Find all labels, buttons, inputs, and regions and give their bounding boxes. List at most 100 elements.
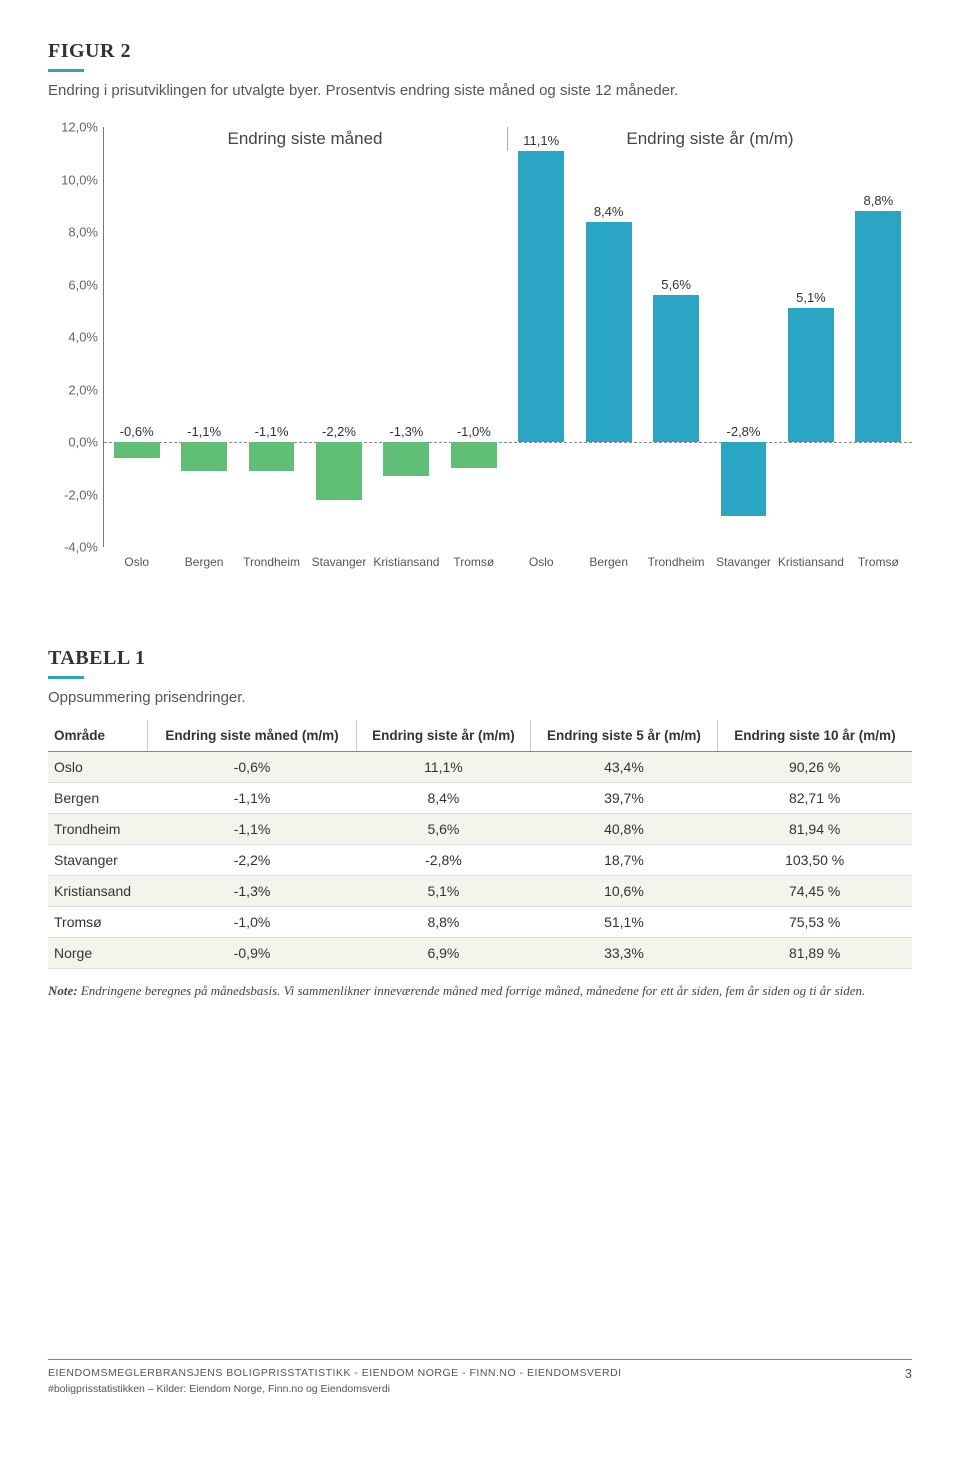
bar-chart: Endring siste månedEndring siste år (m/m… <box>48 127 912 587</box>
chart-x-label: Kristiansand <box>777 551 844 587</box>
table-column-header: Endring siste 5 år (m/m) <box>531 720 718 752</box>
table-title: TABELL 1 <box>48 647 912 670</box>
table-cell: -2,2% <box>148 845 357 876</box>
table-cell: Bergen <box>48 783 148 814</box>
table-cell: -0,6% <box>148 752 357 783</box>
chart-bar <box>383 442 429 476</box>
table-cell: Kristiansand <box>48 876 148 907</box>
chart-y-tick: 12,0% <box>48 120 98 135</box>
chart-bar <box>721 442 767 516</box>
chart-x-label: Bergen <box>170 551 237 587</box>
chart-x-label: Stavanger <box>710 551 777 587</box>
chart-x-label: Tromsø <box>440 551 507 587</box>
chart-bar-value-label: -2,8% <box>727 424 761 439</box>
chart-x-label: Oslo <box>103 551 170 587</box>
table-cell: -1,3% <box>148 876 357 907</box>
table-cell: 33,3% <box>531 938 718 969</box>
chart-y-tick: 4,0% <box>48 330 98 345</box>
table-cell: 51,1% <box>531 907 718 938</box>
table-title-underline <box>48 676 84 679</box>
chart-bar-value-label: 11,1% <box>523 133 559 148</box>
table-cell: Stavanger <box>48 845 148 876</box>
chart-bar-value-label: 8,8% <box>864 193 894 208</box>
table-cell: 11,1% <box>356 752 530 783</box>
table-cell: -1,1% <box>148 783 357 814</box>
table-row: Tromsø-1,0%8,8%51,1%75,53 % <box>48 907 912 938</box>
chart-x-label: Tromsø <box>845 551 912 587</box>
table-cell: -2,8% <box>356 845 530 876</box>
table-cell: Tromsø <box>48 907 148 938</box>
chart-y-tick: 6,0% <box>48 277 98 292</box>
table-cell: 10,6% <box>531 876 718 907</box>
chart-bar-value-label: -1,1% <box>255 424 289 439</box>
chart-x-label: Stavanger <box>305 551 372 587</box>
table-body: Oslo-0,6%11,1%43,4%90,26 %Bergen-1,1%8,4… <box>48 752 912 969</box>
table-row: Trondheim-1,1%5,6%40,8%81,94 % <box>48 814 912 845</box>
chart-bar <box>518 151 564 442</box>
chart-bar-slot: 8,4% <box>575 127 642 547</box>
chart-bar-slot: 8,8% <box>845 127 912 547</box>
chart-x-label: Trondheim <box>642 551 709 587</box>
chart-bar <box>653 295 699 442</box>
table-column-header: Endring siste 10 år (m/m) <box>717 720 912 752</box>
table-cell: 43,4% <box>531 752 718 783</box>
chart-y-tick: 10,0% <box>48 172 98 187</box>
footer-left: EIENDOMSMEGLERBRANSJENS BOLIGPRISSTATIST… <box>48 1366 622 1398</box>
table-cell: -1,1% <box>148 814 357 845</box>
chart-bar-slot: -1,1% <box>170 127 237 547</box>
footer-line-1: EIENDOMSMEGLERBRANSJENS BOLIGPRISSTATIST… <box>48 1366 622 1382</box>
table-cell: Norge <box>48 938 148 969</box>
chart-x-label: Bergen <box>575 551 642 587</box>
table-cell: 103,50 % <box>717 845 912 876</box>
chart-bar <box>181 442 227 471</box>
chart-y-tick: -4,0% <box>48 540 98 555</box>
table-cell: 5,6% <box>356 814 530 845</box>
chart-bar-value-label: -2,2% <box>322 424 356 439</box>
table-cell: 8,4% <box>356 783 530 814</box>
page-footer: EIENDOMSMEGLERBRANSJENS BOLIGPRISSTATIST… <box>48 1359 912 1398</box>
chart-bar-slot: 11,1% <box>508 127 575 547</box>
note-text: Endringene beregnes på månedsbasis. Vi s… <box>81 983 865 998</box>
table-cell: 6,9% <box>356 938 530 969</box>
table-cell: 74,45 % <box>717 876 912 907</box>
figure-subtitle: Endring i prisutviklingen for utvalgte b… <box>48 82 912 99</box>
chart-bar <box>788 308 834 442</box>
chart-bar <box>451 442 497 468</box>
chart-bar-slot: -1,0% <box>440 127 507 547</box>
table-cell: Trondheim <box>48 814 148 845</box>
table-column-header: Endring siste år (m/m) <box>356 720 530 752</box>
table-note: Note: Endringene beregnes på månedsbasis… <box>48 983 912 999</box>
table-cell: 18,7% <box>531 845 718 876</box>
table-cell: -1,0% <box>148 907 357 938</box>
chart-bar-value-label: -1,3% <box>389 424 423 439</box>
table-cell: Oslo <box>48 752 148 783</box>
chart-y-tick: 2,0% <box>48 382 98 397</box>
table-cell: 40,8% <box>531 814 718 845</box>
chart-bar-value-label: -1,0% <box>457 424 491 439</box>
chart-x-label: Trondheim <box>238 551 305 587</box>
table-cell: 39,7% <box>531 783 718 814</box>
table-row: Stavanger-2,2%-2,8%18,7%103,50 % <box>48 845 912 876</box>
table-cell: 5,1% <box>356 876 530 907</box>
chart-x-label: Kristiansand <box>373 551 440 587</box>
table-column-header: Område <box>48 720 148 752</box>
chart-bar-value-label: 5,1% <box>796 290 826 305</box>
chart-bar <box>316 442 362 500</box>
chart-bar <box>855 211 901 442</box>
table-cell: -0,9% <box>148 938 357 969</box>
table-row: Bergen-1,1%8,4%39,7%82,71 % <box>48 783 912 814</box>
table-row: Oslo-0,6%11,1%43,4%90,26 % <box>48 752 912 783</box>
chart-bar-value-label: 8,4% <box>594 204 624 219</box>
table-row: Kristiansand-1,3%5,1%10,6%74,45 % <box>48 876 912 907</box>
table-column-header: Endring siste måned (m/m) <box>148 720 357 752</box>
chart-bar-slot: -0,6% <box>103 127 170 547</box>
chart-bar-slot: 5,6% <box>642 127 709 547</box>
chart-bar-slot: -1,1% <box>238 127 305 547</box>
table-header-row: OmrådeEndring siste måned (m/m)Endring s… <box>48 720 912 752</box>
table-cell: 81,94 % <box>717 814 912 845</box>
chart-bar-value-label: 5,6% <box>661 277 691 292</box>
table-cell: 81,89 % <box>717 938 912 969</box>
table-row: Norge-0,9%6,9%33,3%81,89 % <box>48 938 912 969</box>
chart-bar-slot: -2,8% <box>710 127 777 547</box>
chart-bar-slot: -2,2% <box>305 127 372 547</box>
